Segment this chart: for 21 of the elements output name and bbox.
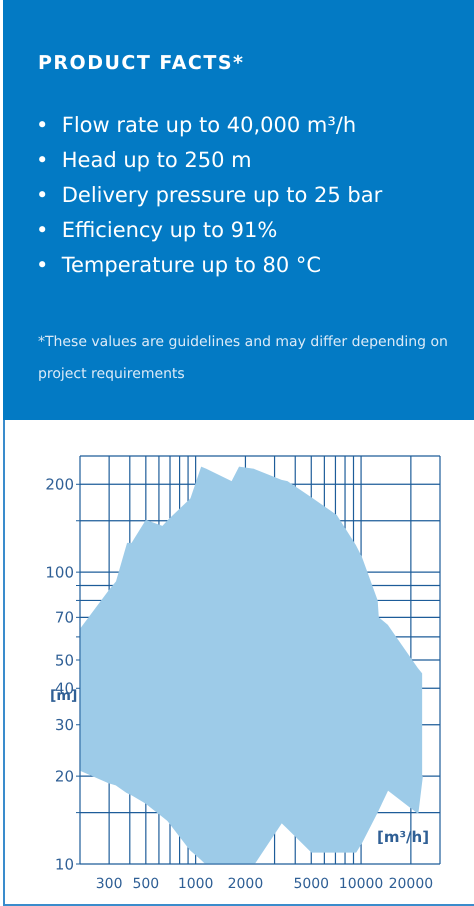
y-tick-label: 50 bbox=[54, 651, 74, 670]
text: • Flow rate up to 40,000 m³/h bbox=[36, 112, 358, 139]
text: • Efficiency up to 91% bbox=[36, 217, 278, 244]
text: • Head up to 250 m bbox=[36, 147, 253, 174]
y-tick-label: 100 bbox=[45, 563, 74, 582]
y-tick-label: 200 bbox=[45, 476, 74, 494]
x-tick-label: 10000 bbox=[338, 876, 384, 892]
y-tick-label: 10 bbox=[54, 855, 74, 874]
y-tick-label: 30 bbox=[54, 716, 74, 734]
x-tick-label: 2000 bbox=[228, 876, 264, 892]
text: • Temperature up to 80 °C bbox=[36, 252, 322, 279]
text: • Delivery pressure up to 25 bar bbox=[36, 182, 384, 209]
x-tick-label: 300 bbox=[96, 876, 122, 892]
x-tick-label: 20000 bbox=[388, 876, 434, 892]
text: *These values are guidelines and may differ depending on project requirements bbox=[38, 333, 448, 384]
x-tick-label: 1000 bbox=[178, 876, 214, 892]
y-tick-label: 70 bbox=[54, 608, 74, 627]
x-tick-label: 500 bbox=[132, 876, 160, 892]
x-tick-label: 5000 bbox=[293, 876, 330, 892]
y-tick-label: 20 bbox=[54, 767, 74, 786]
text: PRODUCT FACTS* bbox=[38, 52, 244, 74]
